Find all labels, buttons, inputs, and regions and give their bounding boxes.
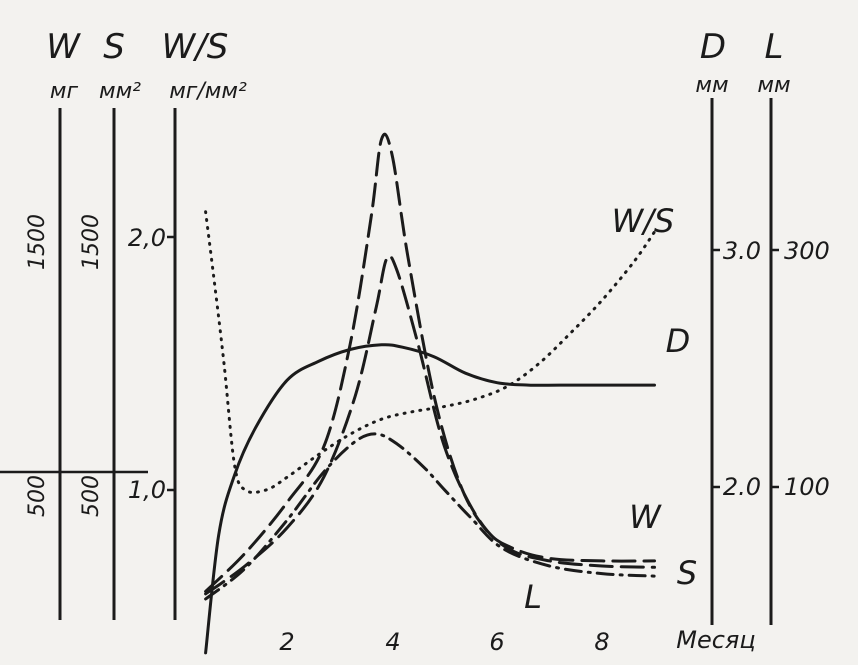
ws-axis-unit: мг/мм² — [169, 79, 247, 104]
ws-tick-2: 2,0 — [128, 224, 166, 252]
series-label-d: D — [666, 322, 691, 360]
x-tick-4: 4 — [385, 628, 400, 656]
series-label-ws: W/S — [612, 202, 675, 240]
w-axis-unit: мг — [50, 79, 79, 104]
l-tick-100: 100 — [784, 473, 830, 501]
w-axis-name: W — [46, 27, 81, 67]
series-line-d — [204, 343, 656, 655]
series-line-s — [204, 254, 656, 596]
s-axis-name: S — [103, 27, 125, 67]
series-line-w — [204, 132, 656, 593]
x-tick-2: 2 — [279, 628, 294, 656]
series-line-ws — [204, 210, 656, 494]
ws-tick-1: 1,0 — [128, 476, 166, 504]
d-axis-name: D — [700, 27, 726, 67]
series-label-l: L — [524, 578, 542, 616]
s-tick-500: 500 — [79, 475, 104, 517]
w-tick-500: 500 — [25, 475, 50, 517]
series-layer — [204, 132, 656, 655]
l-tick-300: 300 — [784, 237, 830, 265]
series-label-w: W — [629, 498, 662, 536]
series-label-s: S — [677, 554, 697, 592]
x-tick-8: 8 — [594, 628, 609, 656]
l-axis-unit: мм — [757, 73, 790, 98]
s-axis-unit: мм² — [99, 79, 141, 104]
ws-axis-name: W/S — [162, 27, 229, 67]
d-tick-2: 2.0 — [723, 473, 761, 501]
d-axis-unit: мм — [695, 73, 728, 98]
w-tick-1500: 1500 — [25, 214, 50, 270]
s-tick-1500: 1500 — [79, 214, 104, 270]
x-axis-label: Месяц — [676, 626, 755, 654]
d-tick-3: 3.0 — [723, 237, 761, 265]
l-axis-name: L — [765, 27, 784, 67]
series-labels: W/S D W S L — [524, 202, 697, 616]
series-line-l — [204, 432, 656, 601]
axes-layer: W мг S мм² W/S мг/мм² D мм L мм 500 1500… — [0, 27, 830, 656]
x-tick-6: 6 — [489, 628, 504, 656]
